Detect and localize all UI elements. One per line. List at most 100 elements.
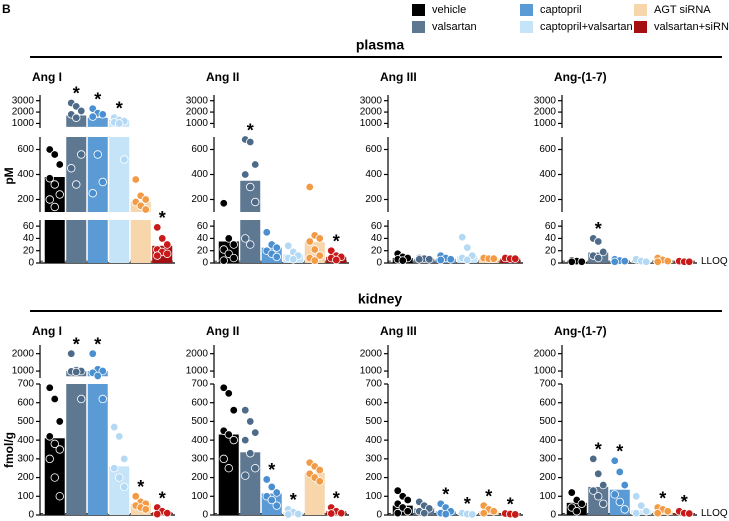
data-point xyxy=(50,150,59,159)
data-point xyxy=(120,482,129,492)
y-tick-label: 600 xyxy=(17,144,34,155)
bar xyxy=(109,466,130,515)
y-tick-label: 100 xyxy=(17,491,34,502)
data-point xyxy=(251,197,260,207)
y-tick-label: 200 xyxy=(539,194,556,205)
significance-star: * xyxy=(137,477,144,497)
data-point xyxy=(262,475,271,484)
data-point xyxy=(567,488,576,497)
data-point xyxy=(620,256,629,266)
data-point xyxy=(468,510,477,519)
data-point xyxy=(219,256,228,265)
y-tick-label: 2000 xyxy=(360,107,383,118)
y-tick-label: 600 xyxy=(191,397,208,408)
data-point xyxy=(55,190,64,199)
significance-star: * xyxy=(485,486,492,506)
y-axis-label: pM xyxy=(2,167,16,184)
data-point xyxy=(55,417,64,426)
significance-star: * xyxy=(94,334,101,354)
significance-star: * xyxy=(247,120,254,140)
data-point xyxy=(72,113,81,122)
data-point xyxy=(436,255,445,265)
y-tick-label: 2000 xyxy=(186,348,209,359)
y-tick-label: 2000 xyxy=(186,107,209,118)
data-point xyxy=(599,247,608,257)
y-tick-label: 20 xyxy=(371,245,383,256)
data-point xyxy=(115,119,124,128)
significance-star: * xyxy=(290,490,297,510)
bar xyxy=(218,434,239,515)
data-point xyxy=(441,509,450,519)
panel-label: B xyxy=(2,2,11,16)
legend-label: valsartan xyxy=(432,21,477,33)
data-point xyxy=(594,253,603,263)
lloq-label: LLOQ xyxy=(701,256,728,267)
y-tick-label: 600 xyxy=(191,144,208,155)
data-point xyxy=(141,195,150,204)
y-tick-label: 3000 xyxy=(186,95,209,106)
data-point xyxy=(294,509,303,519)
data-point xyxy=(229,240,238,249)
chart-title: Ang I xyxy=(32,70,62,84)
y-tick-label: 300 xyxy=(17,453,34,464)
y-tick-label: 0 xyxy=(28,510,34,521)
y-tick-label: 60 xyxy=(545,221,557,232)
significance-star: * xyxy=(464,494,471,514)
data-point xyxy=(153,509,162,519)
y-tick-label: 200 xyxy=(539,472,556,483)
y-tick-label: 400 xyxy=(191,435,208,446)
data-point xyxy=(610,456,619,465)
data-point xyxy=(229,253,238,263)
data-point xyxy=(511,510,520,519)
section-title: plasma xyxy=(356,37,404,53)
data-point xyxy=(224,430,233,439)
y-tick-label: 500 xyxy=(191,416,208,427)
legend-swatch xyxy=(412,21,425,33)
data-point xyxy=(663,256,672,266)
y-tick-label: 400 xyxy=(539,169,556,180)
data-point xyxy=(229,435,238,445)
y-tick-label: 600 xyxy=(539,397,556,408)
data-point xyxy=(50,180,59,189)
data-point xyxy=(45,174,54,183)
data-point xyxy=(98,394,107,404)
data-point xyxy=(131,492,140,501)
y-tick-label: 400 xyxy=(365,435,382,446)
y-tick-label: 0 xyxy=(550,510,556,521)
data-point xyxy=(594,469,603,479)
significance-star: * xyxy=(595,440,602,460)
data-point xyxy=(272,488,281,497)
bar xyxy=(87,117,108,127)
data-point xyxy=(45,195,54,204)
y-tick-label: 500 xyxy=(539,416,556,427)
data-point xyxy=(337,508,346,518)
data-point xyxy=(224,234,233,243)
data-point xyxy=(567,257,576,266)
y-tick-label: 100 xyxy=(365,491,382,502)
data-point xyxy=(653,508,662,518)
data-point xyxy=(615,467,624,477)
y-tick-label: 200 xyxy=(365,194,382,205)
data-point xyxy=(284,241,293,250)
chart-title: Ang II xyxy=(206,324,239,338)
y-tick-label: 0 xyxy=(550,258,556,269)
legend-swatch xyxy=(520,4,533,16)
data-point xyxy=(50,473,59,482)
bar xyxy=(109,220,130,263)
data-point xyxy=(45,145,54,154)
data-point xyxy=(632,508,641,518)
y-tick-label: 3000 xyxy=(534,95,557,106)
y-tick-label: 500 xyxy=(365,416,382,427)
data-point xyxy=(393,508,402,518)
y-tick-label: 100 xyxy=(539,491,556,502)
data-point xyxy=(163,249,172,258)
bar xyxy=(66,220,87,263)
data-point xyxy=(115,432,124,441)
data-point xyxy=(594,492,603,501)
data-point xyxy=(594,237,603,246)
data-point xyxy=(463,243,472,252)
data-point xyxy=(246,182,255,192)
y-tick-label: 200 xyxy=(191,472,208,483)
data-point xyxy=(642,257,651,266)
data-point xyxy=(98,110,107,119)
